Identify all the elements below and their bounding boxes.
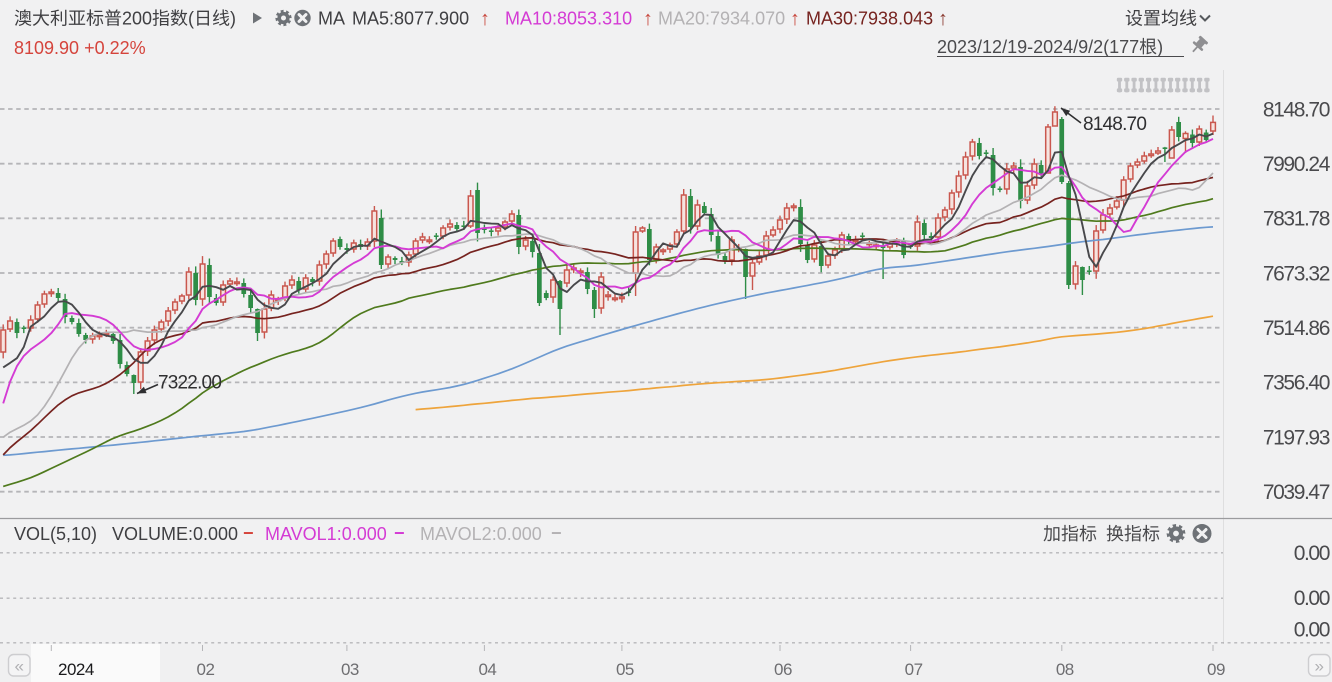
svg-text:7831.78: 7831.78: [1263, 208, 1330, 231]
svg-text:VOL(5,10): VOL(5,10): [14, 524, 97, 544]
svg-text:7356.40: 7356.40: [1263, 372, 1330, 395]
svg-text:MAVOL1:0.000: MAVOL1:0.000: [265, 524, 387, 544]
svg-text:8109.90 +0.22%: 8109.90 +0.22%: [14, 38, 146, 58]
svg-text:0.00: 0.00: [1294, 542, 1330, 565]
svg-text:7673.32: 7673.32: [1263, 262, 1330, 285]
svg-text:0.00: 0.00: [1294, 618, 1330, 641]
svg-text:MA5:8077.900: MA5:8077.900: [352, 9, 469, 29]
svg-text:09: 09: [1207, 660, 1225, 679]
svg-text:8148.70: 8148.70: [1263, 98, 1330, 121]
svg-text:0.00: 0.00: [1294, 587, 1330, 610]
svg-text:VOLUME:0.000: VOLUME:0.000: [112, 524, 238, 544]
svg-text:↑: ↑: [938, 8, 948, 30]
svg-text:MAVOL2:0.000: MAVOL2:0.000: [420, 524, 542, 544]
svg-text:»: »: [1314, 657, 1323, 676]
svg-text:7322.00: 7322.00: [158, 373, 221, 394]
svg-text:(: (: [188, 9, 194, 29]
svg-text:«: «: [14, 657, 23, 676]
svg-text:7197.93: 7197.93: [1263, 426, 1330, 449]
svg-text:↑: ↑: [480, 8, 490, 30]
svg-text:−: −: [551, 523, 562, 543]
svg-text:02: 02: [197, 660, 215, 679]
svg-text:2024: 2024: [58, 660, 94, 679]
svg-text:08: 08: [1056, 660, 1074, 679]
svg-text:7990.24: 7990.24: [1263, 153, 1331, 176]
svg-text:2023/12/19-2024/9/2(177: 2023/12/19-2024/9/2(177: [937, 37, 1139, 57]
svg-text:7514.86: 7514.86: [1263, 317, 1330, 340]
svg-text:04: 04: [478, 660, 496, 679]
svg-text:−: −: [243, 523, 254, 543]
svg-text:07: 07: [905, 660, 923, 679]
svg-text:): ): [1157, 37, 1163, 57]
svg-text:MA10:8053.310: MA10:8053.310: [505, 9, 632, 29]
svg-text:03: 03: [341, 660, 359, 679]
svg-text:06: 06: [774, 660, 792, 679]
svg-text:7039.47: 7039.47: [1263, 481, 1330, 504]
svg-text:MA: MA: [318, 9, 345, 29]
svg-text:200: 200: [122, 9, 152, 29]
svg-text:8148.70: 8148.70: [1083, 114, 1146, 135]
svg-text:MA30:7938.043: MA30:7938.043: [806, 9, 933, 29]
svg-text:↑: ↑: [643, 8, 653, 30]
svg-text:05: 05: [616, 660, 634, 679]
svg-text:MA20:7934.070: MA20:7934.070: [658, 9, 785, 29]
svg-text:↑: ↑: [790, 8, 800, 30]
svg-text:): ): [230, 9, 236, 29]
svg-text:−: −: [394, 523, 405, 543]
